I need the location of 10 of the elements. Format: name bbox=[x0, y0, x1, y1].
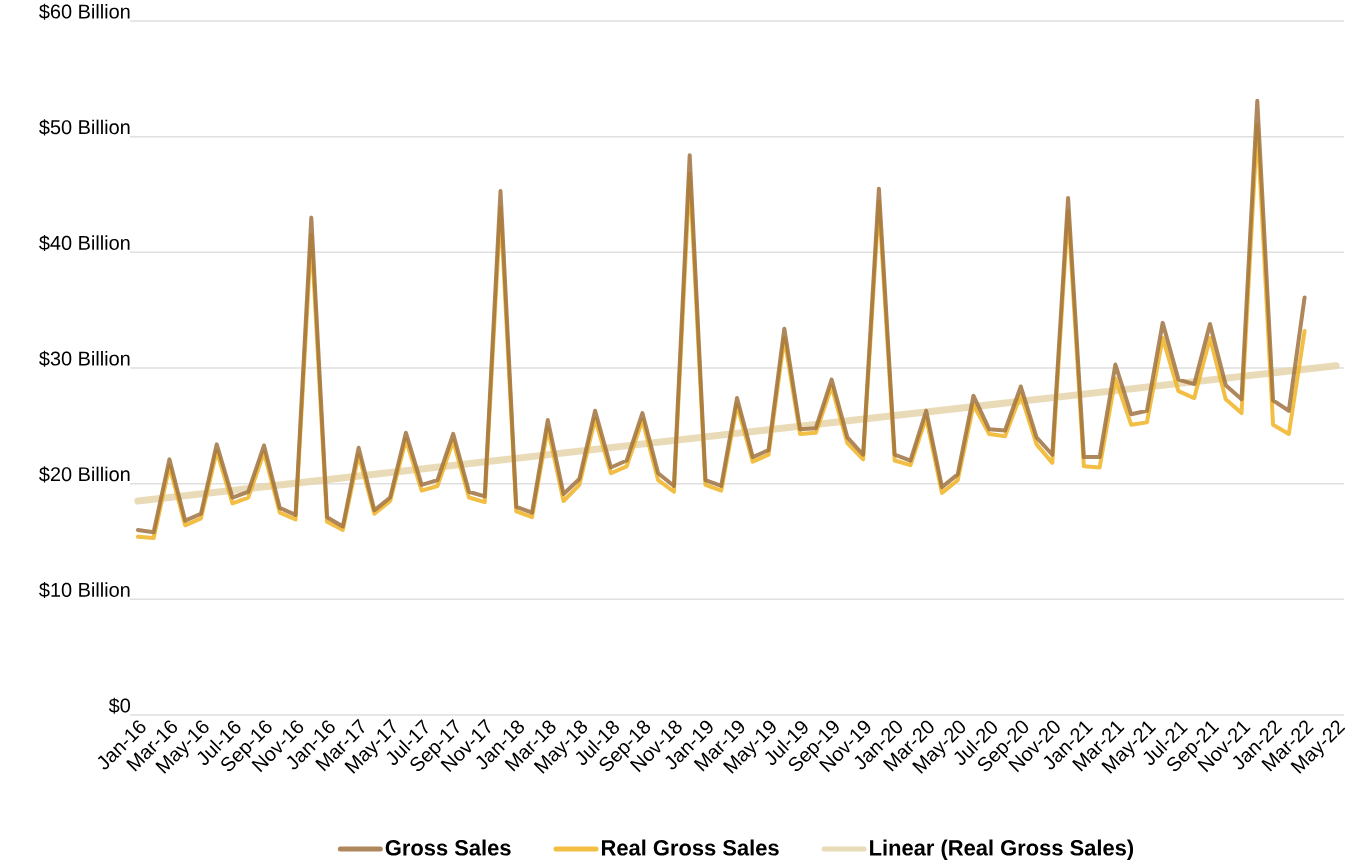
legend-label: Linear (Real Gross Sales) bbox=[870, 839, 1134, 860]
y-tick-label: $20 Billion bbox=[39, 466, 130, 483]
y-tick-label: $10 Billion bbox=[39, 582, 130, 599]
y-tick-label: $50 Billion bbox=[39, 119, 130, 136]
legend-label: Gross Sales bbox=[385, 839, 511, 856]
y-tick-label: $40 Billion bbox=[39, 234, 130, 252]
y-tick-label: $0 bbox=[108, 697, 131, 714]
legend-label: Real Gross Sales bbox=[601, 839, 779, 856]
y-tick-label: $60 Billion bbox=[39, 3, 130, 20]
y-tick-label: $30 Billion bbox=[39, 350, 130, 367]
